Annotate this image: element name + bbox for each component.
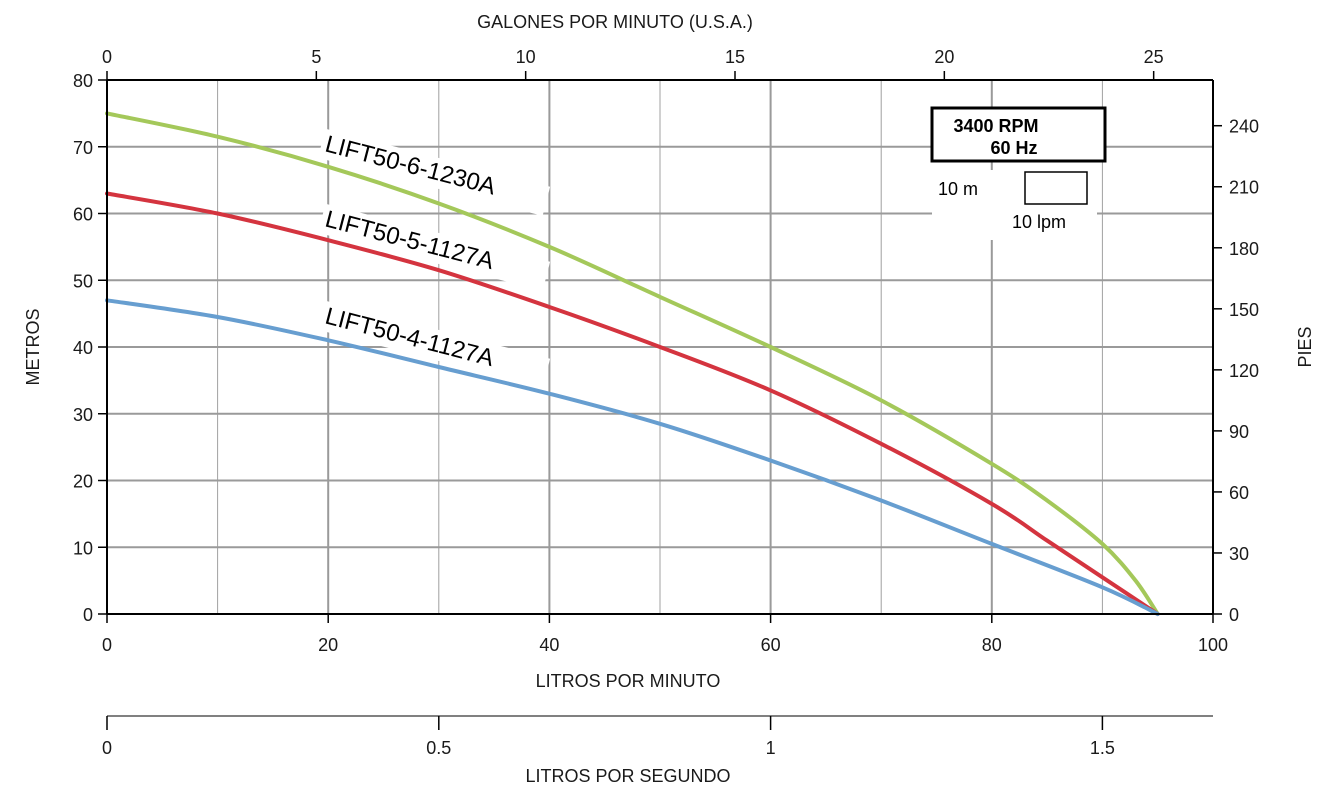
y-tick-label: 20	[73, 472, 93, 492]
y-right-tick-label: 90	[1229, 422, 1249, 442]
lps-tick-label: 0.5	[426, 738, 451, 758]
y-tick-label: 40	[73, 338, 93, 358]
y-tick-label: 80	[73, 71, 93, 91]
x-tick-label: 100	[1198, 635, 1228, 655]
x-tick-label: 20	[318, 635, 338, 655]
y-right-tick-label: 210	[1229, 178, 1259, 198]
y-tick-label: 30	[73, 405, 93, 425]
x-top-tick-label: 5	[311, 47, 321, 67]
x-tick-label: 80	[982, 635, 1002, 655]
y-axis-left-title: METROS	[23, 308, 43, 385]
x-top-tick-label: 10	[516, 47, 536, 67]
scale-key-box	[1025, 172, 1087, 204]
y-right-tick-label: 120	[1229, 361, 1259, 381]
x-axis-bottom-title: LITROS POR MINUTO	[536, 671, 721, 691]
x-tick-label: 0	[102, 635, 112, 655]
lps-axis-title: LITROS POR SEGUNDO	[525, 766, 730, 786]
y-right-tick-label: 60	[1229, 483, 1249, 503]
y-tick-label: 0	[83, 605, 93, 625]
y-axis-right-title: PIES	[1295, 326, 1315, 367]
rpm-label: 3400 RPM	[953, 116, 1038, 136]
x-top-tick-label: 25	[1144, 47, 1164, 67]
y-right-tick-label: 150	[1229, 300, 1259, 320]
x-tick-label: 60	[761, 635, 781, 655]
lps-tick-label: 1.5	[1090, 738, 1115, 758]
y-tick-label: 50	[73, 271, 93, 291]
x-top-tick-label: 20	[934, 47, 954, 67]
scale-key-horizontal-label: 10 lpm	[1012, 212, 1066, 232]
y-tick-label: 10	[73, 538, 93, 558]
lps-tick-label: 0	[102, 738, 112, 758]
y-right-tick-label: 30	[1229, 544, 1249, 564]
y-right-tick-label: 240	[1229, 117, 1259, 137]
y-tick-label: 60	[73, 205, 93, 225]
hz-label: 60 Hz	[990, 138, 1037, 158]
y-tick-label: 70	[73, 138, 93, 158]
x-top-tick-label: 0	[102, 47, 112, 67]
lps-tick-label: 1	[766, 738, 776, 758]
y-right-tick-label: 0	[1229, 605, 1239, 625]
scale-key-vertical-label: 10 m	[938, 179, 978, 199]
x-tick-label: 40	[539, 635, 559, 655]
y-right-tick-label: 180	[1229, 239, 1259, 259]
x-top-tick-label: 15	[725, 47, 745, 67]
x-axis-top-title: GALONES POR MINUTO (U.S.A.)	[477, 12, 753, 32]
